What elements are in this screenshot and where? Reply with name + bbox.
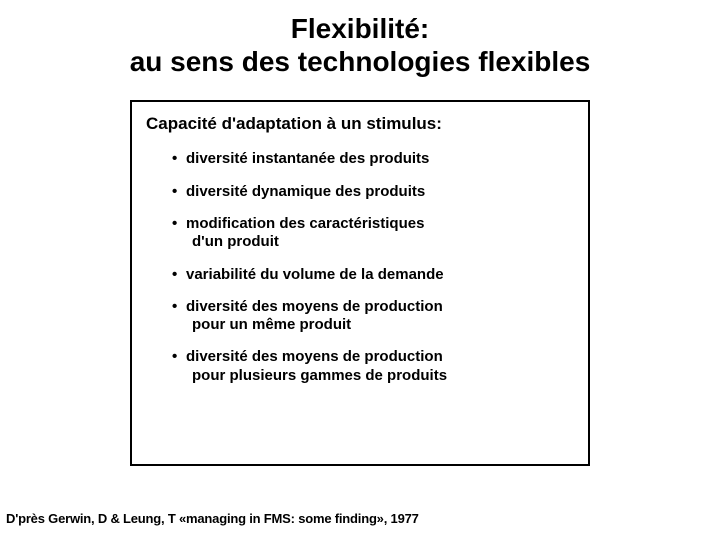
footnote: D'près Gerwin, D & Leung, T «managing in…: [6, 511, 419, 526]
slide-root: Flexibilité: au sens des technologies fl…: [0, 0, 720, 540]
bullet-text: variabilité du volume de la demande: [186, 266, 444, 283]
bullet-text: diversité instantanée des produits: [186, 150, 429, 167]
bullet-text: modification des caractéristiques: [186, 215, 424, 232]
bullet-text-wrap: pour plusieurs gammes de produits: [186, 367, 574, 385]
content-box: Capacité d'adaptation à un stimulus: div…: [130, 100, 590, 466]
list-item: diversité dynamique des produits: [172, 183, 574, 201]
box-heading: Capacité d'adaptation à un stimulus:: [146, 114, 574, 134]
bullet-text-wrap: d'un produit: [186, 233, 574, 251]
title-line-2: au sens des technologies flexibles: [0, 45, 720, 78]
list-item: diversité des moyens de production pour …: [172, 298, 574, 335]
bullet-list: diversité instantanée des produits diver…: [146, 150, 574, 385]
list-item: variabilité du volume de la demande: [172, 266, 574, 284]
title-line-1: Flexibilité:: [0, 12, 720, 45]
bullet-text: diversité dynamique des produits: [186, 183, 425, 200]
list-item: diversité des moyens de production pour …: [172, 348, 574, 385]
slide-title: Flexibilité: au sens des technologies fl…: [0, 12, 720, 78]
bullet-text: diversité des moyens de production: [186, 348, 443, 365]
bullet-text: diversité des moyens de production: [186, 298, 443, 315]
list-item: diversité instantanée des produits: [172, 150, 574, 168]
list-item: modification des caractéristiques d'un p…: [172, 215, 574, 252]
bullet-text-wrap: pour un même produit: [186, 316, 574, 334]
